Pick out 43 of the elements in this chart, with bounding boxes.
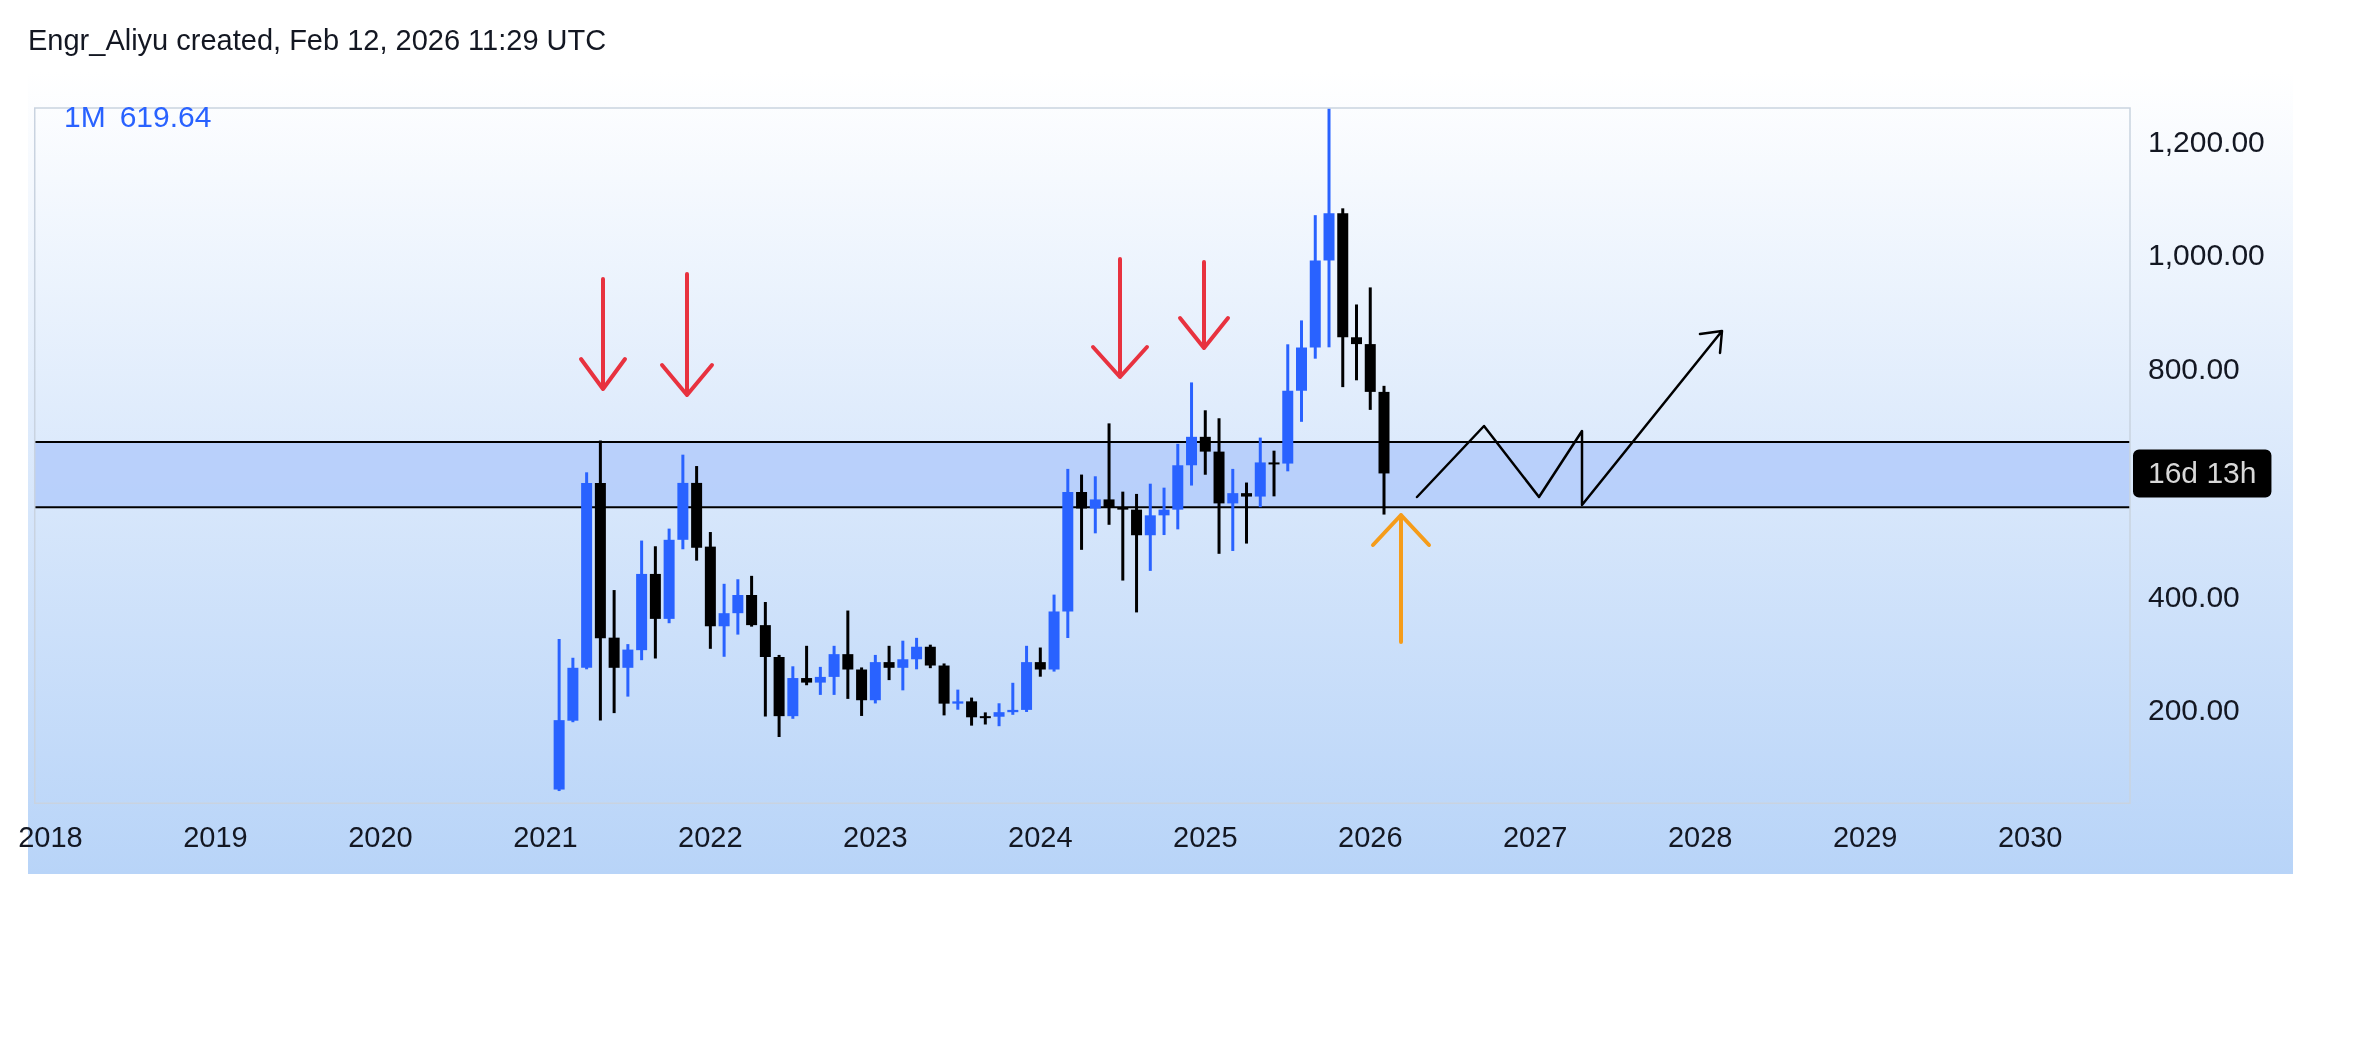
x-tick-label: 2025 — [1173, 820, 1238, 853]
text: Engr_Aliyu created, Feb 12, 2026 11:29 UTC — [28, 24, 607, 57]
y-tick-label: 400.00 — [2148, 579, 2240, 613]
chart-title: 1M — [64, 100, 106, 133]
candlestick — [993, 703, 1005, 727]
candlestick — [1268, 450, 1280, 497]
candlestick — [1227, 468, 1239, 551]
candlestick — [718, 583, 730, 657]
candlestick — [732, 579, 744, 635]
candlestick — [952, 689, 964, 710]
y-tick-label: 800.00 — [2148, 352, 2240, 386]
candlestick — [979, 712, 991, 725]
candlestick — [1351, 304, 1363, 381]
y-tick-label: 1,000.00 — [2148, 238, 2265, 272]
candlestick — [622, 644, 634, 697]
x-tick-label: 2020 — [348, 820, 413, 853]
x-tick-label: 2026 — [1338, 820, 1403, 853]
candlestick — [842, 610, 854, 699]
candlestick — [966, 697, 978, 726]
y-tick-label: 200.00 — [2148, 693, 2240, 727]
x-tick-label: 2030 — [1997, 820, 2063, 853]
candlestick — [911, 637, 923, 670]
candlestick — [801, 645, 813, 686]
candlestick — [897, 640, 909, 691]
x-tick-label: 2018 — [18, 820, 83, 853]
candlestick — [1089, 476, 1101, 534]
candlestick — [924, 644, 936, 669]
x-tick-label: 2024 — [1008, 820, 1073, 853]
y-tick-label: 1,200.00 — [2148, 124, 2265, 158]
text: 16d 13h — [2148, 455, 2257, 489]
annotation: 619.64 — [119, 100, 212, 133]
candlestick — [1034, 647, 1046, 677]
candlestick — [828, 645, 840, 695]
x-tick-label: 2028 — [1667, 820, 1733, 853]
candlestick — [814, 666, 826, 695]
candlestick — [1144, 483, 1156, 571]
x-tick-label: 2029 — [1832, 820, 1898, 853]
x-tick-label: 2022 — [678, 820, 743, 853]
x-tick-label: 2027 — [1502, 820, 1568, 853]
x-tick-label: 2019 — [183, 820, 248, 853]
x-tick-label: 2023 — [843, 820, 908, 853]
x-tick-label: 2021 — [513, 820, 578, 853]
candlestick — [883, 645, 895, 681]
